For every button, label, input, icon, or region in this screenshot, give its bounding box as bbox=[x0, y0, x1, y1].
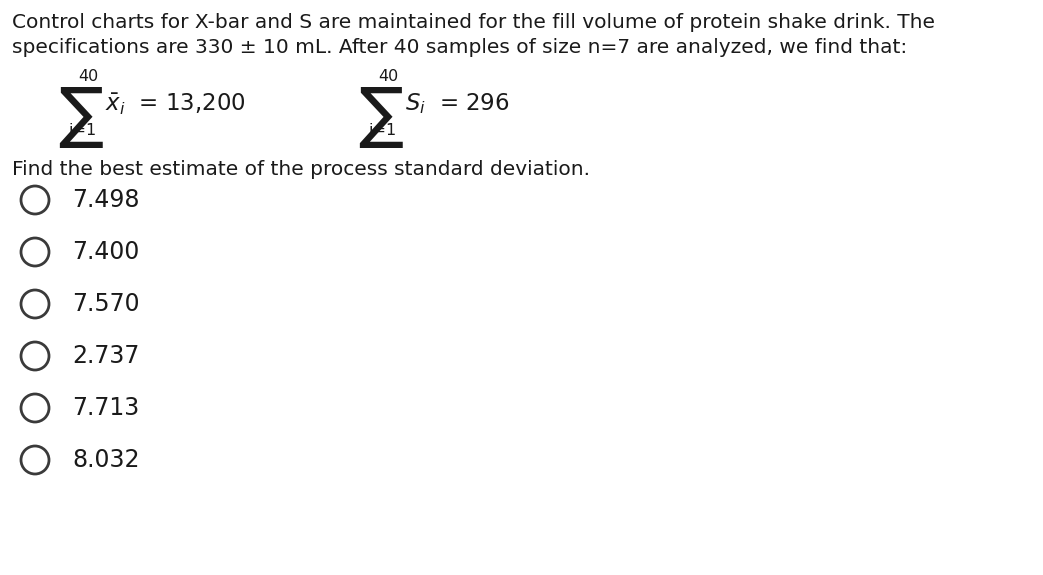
Text: $S_i$  = 296: $S_i$ = 296 bbox=[405, 91, 509, 116]
Text: i=1: i=1 bbox=[68, 123, 96, 138]
Text: 2.737: 2.737 bbox=[72, 344, 140, 368]
Text: 7.713: 7.713 bbox=[72, 396, 140, 420]
Text: 7.570: 7.570 bbox=[72, 292, 140, 316]
Text: $\sum$: $\sum$ bbox=[358, 85, 404, 150]
Text: specifications are 330 ± 10 mL. After 40 samples of size n=7 are analyzed, we fi: specifications are 330 ± 10 mL. After 40… bbox=[13, 38, 907, 57]
Text: 7.400: 7.400 bbox=[72, 240, 140, 264]
Text: $\sum$: $\sum$ bbox=[58, 85, 103, 150]
Text: Find the best estimate of the process standard deviation.: Find the best estimate of the process st… bbox=[13, 160, 590, 179]
Text: $\bar{x}_i$  = 13,200: $\bar{x}_i$ = 13,200 bbox=[105, 91, 246, 117]
Text: i=1: i=1 bbox=[368, 123, 396, 138]
Text: 40: 40 bbox=[78, 69, 98, 84]
Text: Control charts for X-bar and S are maintained for the fill volume of protein sha: Control charts for X-bar and S are maint… bbox=[13, 13, 935, 32]
Text: 7.498: 7.498 bbox=[72, 188, 140, 212]
Text: 40: 40 bbox=[378, 69, 398, 84]
Text: 8.032: 8.032 bbox=[72, 448, 140, 472]
